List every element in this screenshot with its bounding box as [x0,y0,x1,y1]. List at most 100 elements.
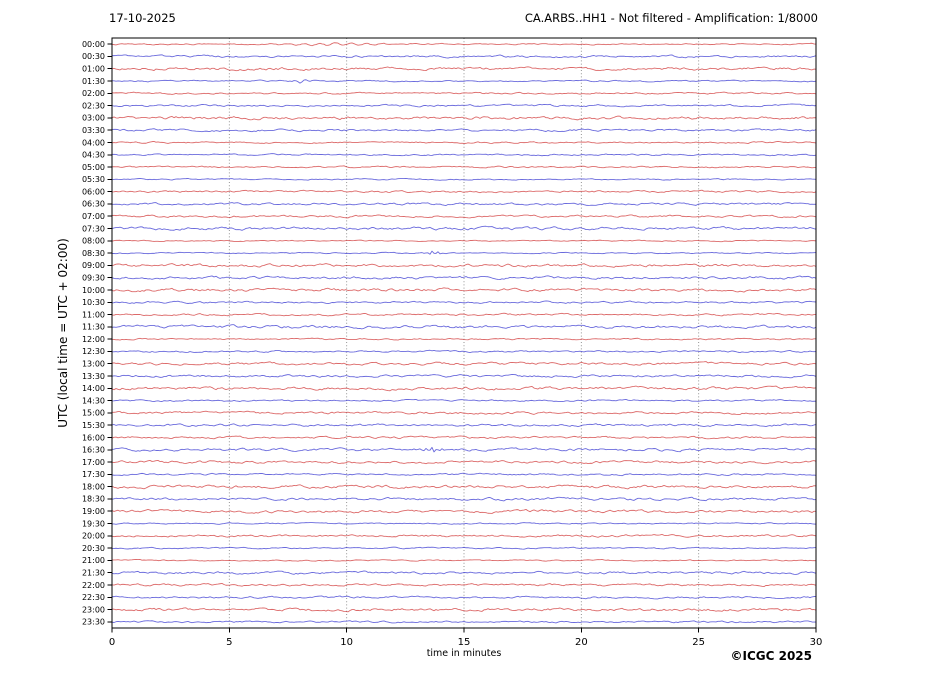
seismogram-trace [111,165,817,169]
seismogram-trace [111,385,817,392]
row-time-label: 00:00 [82,40,105,49]
x-axis-ticks: 0 5 10 15 20 25 30 [109,628,822,648]
seismogram-trace [111,484,817,490]
seismogram-trace [111,115,817,121]
row-time-label: 15:00 [82,409,105,418]
row-time-label: 08:30 [82,249,105,258]
row-time-label: 12:00 [82,335,105,344]
seismogram-trace [111,558,817,562]
row-time-label: 13:00 [82,360,105,369]
seismogram-trace [111,446,817,453]
row-time-label: 01:00 [82,65,105,74]
seismogram-trace [111,42,817,47]
seismogram-trace [111,66,817,72]
seismogram-trace [111,189,817,194]
seismogram-trace [111,263,817,268]
seismogram-trace [111,275,817,281]
row-time-label: 04:00 [82,138,105,147]
seismogram-trace [111,300,817,305]
row-time-label: 17:30 [82,470,105,479]
row-time-label: 10:30 [82,298,105,307]
seismogram-trace [112,79,817,84]
row-time-label: 11:30 [82,323,105,332]
seismogram-trace [112,250,817,255]
plot-title: CA.ARBS..HH1 - Not filtered - Amplificat… [524,11,818,25]
x-tick-label: 10 [340,637,353,648]
row-time-label: 14:00 [82,384,105,393]
row-time-label: 03:30 [82,126,105,135]
row-time-label: 06:30 [82,200,105,209]
row-time-label: 07:00 [82,212,105,221]
x-tick-label: 20 [575,637,588,648]
row-time-label: 20:30 [82,544,105,553]
row-time-label: 09:30 [82,274,105,283]
row-time-label: 07:30 [82,224,105,233]
row-time-label: 20:00 [82,532,105,541]
row-time-label: 02:00 [82,89,105,98]
x-tick-label: 5 [226,637,232,648]
seismogram-trace [111,287,817,293]
row-time-label: 11:00 [82,310,105,319]
row-time-label: 06:00 [82,187,105,196]
row-time-label: 21:00 [82,556,105,565]
row-time-label: 03:00 [82,114,105,123]
seismogram-trace [111,349,817,354]
seismogram-trace [111,54,817,59]
row-time-label: 10:00 [82,286,105,295]
seismogram-trace [111,91,817,95]
row-time-label: 19:30 [82,519,105,528]
seismogram-trace [111,140,817,145]
seismogram-trace [111,534,817,538]
row-time-label: 04:30 [82,151,105,160]
seismogram-trace [111,496,817,502]
seismogram-trace [111,202,817,206]
row-time-label: 15:30 [82,421,105,430]
seismogram-trace [111,508,817,514]
seismogram-trace [111,583,817,588]
seismogram-trace [111,570,817,575]
seismogram-trace [111,410,817,415]
row-time-label: 01:30 [82,77,105,86]
row-time-label: 09:00 [82,261,105,270]
seismogram-trace [111,361,817,366]
seismogram-trace [111,324,817,330]
seismogram-trace [111,459,817,465]
seismogram-trace [111,595,817,600]
seismogram-trace [111,103,817,108]
row-time-label: 23:30 [82,618,105,627]
row-time-label: 22:00 [82,581,105,590]
row-time-label: 16:30 [82,446,105,455]
seismogram-traces [111,42,817,624]
row-time-label: 00:30 [82,52,105,61]
row-time-label: 16:00 [82,433,105,442]
row-time-label: 18:00 [82,482,105,491]
row-time-label: 18:30 [82,495,105,504]
x-tick-label: 15 [458,637,471,648]
seismogram-trace [111,214,817,219]
seismogram-trace [111,546,817,550]
row-time-label: 12:30 [82,347,105,356]
row-time-label: 02:30 [82,101,105,110]
row-time-label: 05:30 [82,175,105,184]
copyright: ©ICGC 2025 [730,649,812,663]
row-time-label: 13:30 [82,372,105,381]
y-axis-label: UTC (local time = UTC + 02:00) [56,238,70,428]
seismogram-trace [111,337,817,341]
seismogram-trace [111,398,817,403]
row-time-label: 14:30 [82,396,105,405]
row-time-label: 22:30 [82,593,105,602]
seismogram-trace [111,225,817,231]
seismogram-trace [111,177,817,181]
seismogram-trace [111,128,817,133]
y-axis-ticks: 00:00 00:30 01:00 01:30 02:00 02:30 03:00 03:30… [82,40,112,627]
gridlines [228,38,700,628]
row-time-label: 19:00 [82,507,105,516]
seismogram-trace [111,423,817,428]
seismogram-trace [111,472,817,477]
seismogram-trace [111,153,817,157]
seismogram-trace [111,312,817,317]
row-time-label: 08:00 [82,237,105,246]
seismogram-trace [111,374,817,379]
